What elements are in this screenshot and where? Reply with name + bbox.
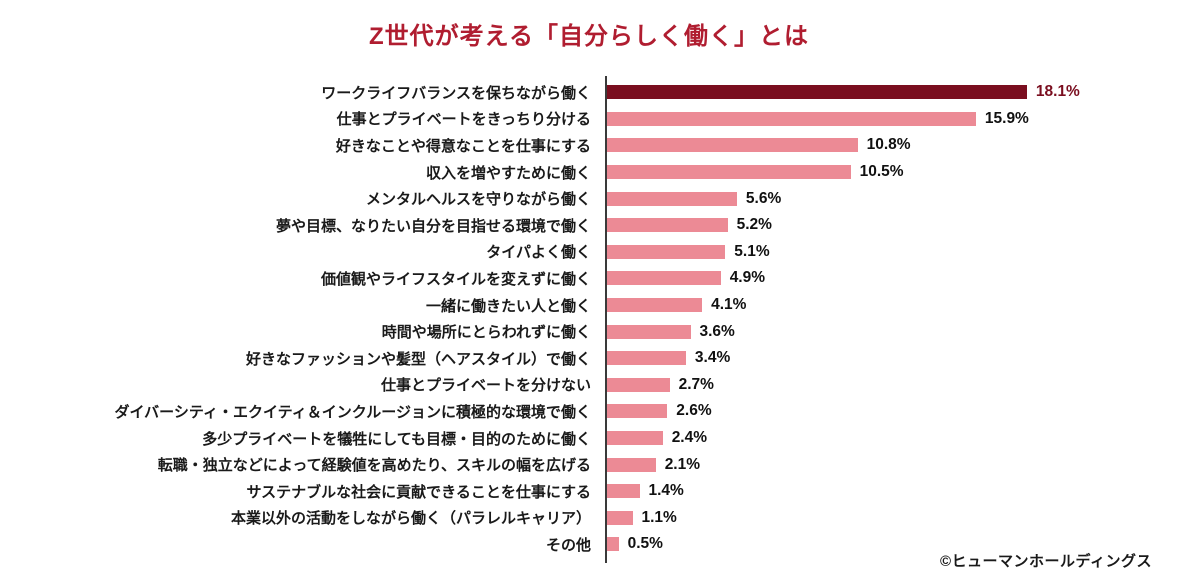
value-label: 10.5% [859, 163, 904, 181]
chart-title: Z世代が考える「自分らしく働く」とは [369, 23, 809, 50]
value-label: 1.4% [648, 482, 684, 500]
category-label: 転職・独立などによって経験値を高めたり、スキルの幅を広げる [157, 457, 591, 475]
category-label: メンタルヘルスを守りながら働く [365, 191, 591, 209]
category-label: 好きなファッションや髪型（ヘアスタイル）で働く [245, 350, 591, 368]
bar-row: 収入を増やすために働く 10.5% [0, 159, 1178, 186]
bar-track: 3.6% [605, 318, 1178, 345]
bar-track: 5.2% [605, 212, 1178, 239]
value-label: 2.4% [671, 429, 708, 447]
bar-row: 好きなことや得意なことを仕事にする 10.8% [0, 132, 1178, 159]
bar-track: 2.4% [605, 425, 1178, 452]
value-label: 3.6% [699, 322, 735, 340]
bar [607, 111, 976, 126]
category-label: 夢や目標、なりたい自分を目指せる環境で働く [275, 217, 591, 235]
category-label: 時間や場所にとらわれずに働く [381, 324, 591, 342]
bar-row: サステナブルな社会に貢献できることを仕事にする 1.4% [0, 478, 1178, 505]
bar-track: 1.1% [605, 505, 1178, 532]
bar-row: タイパよく働く 5.1% [0, 239, 1178, 266]
bar-track: 2.7% [605, 372, 1178, 399]
value-label: 5.2% [736, 216, 772, 234]
bar [607, 271, 721, 286]
bar-row: 仕事とプライベートをきっちり分ける 15.9% [0, 106, 1178, 133]
bar [607, 431, 663, 446]
bar-row: 一緒に働きたい人と働く 4.1% [0, 292, 1178, 319]
bar-track: 10.8% [605, 132, 1178, 159]
bar [607, 404, 668, 419]
bar-track: 15.9% [605, 106, 1178, 133]
bar-row: メンタルヘルスを守りながら働く 5.6% [0, 185, 1178, 212]
bar-chart: ワークライフバランスを保ちながら働く 18.1% 仕事とプライベートをきっちり分ける… [0, 76, 1178, 563]
bar-track: 2.6% [605, 398, 1178, 425]
bar-row: 時間や場所にとらわれずに働く 3.6% [0, 318, 1178, 345]
category-label: ワークライフバランスを保ちながら働く [321, 84, 591, 102]
bar [607, 165, 851, 180]
category-label: 一緒に働きたい人と働く [425, 297, 591, 315]
bar [607, 138, 858, 153]
bar-row: その他 0.5% [0, 531, 1178, 558]
bar-track: 2.1% [605, 451, 1178, 478]
value-label: 1.1% [641, 508, 677, 526]
bar [607, 484, 640, 499]
value-label: 15.9% [984, 109, 1029, 127]
chart-rows: ワークライフバランスを保ちながら働く 18.1% 仕事とプライベートをきっちり分ける… [0, 79, 1178, 558]
bar-row: 夢や目標、なりたい自分を目指せる環境で働く 5.2% [0, 212, 1178, 239]
value-label: 3.4% [694, 349, 731, 367]
bar-row: 本業以外の活動をしながら働く（パラレルキャリア） 1.1% [0, 505, 1178, 532]
bar-track: 1.4% [605, 478, 1178, 505]
bar-row: 好きなファッションや髪型（ヘアスタイル）で働く 3.4% [0, 345, 1178, 372]
bar [607, 537, 619, 552]
bar-track: 4.1% [605, 292, 1178, 319]
bar-track: 18.1% [605, 79, 1178, 106]
axis-line [605, 76, 607, 563]
value-label: 18.1% [1035, 83, 1080, 101]
bar [607, 85, 1027, 100]
bar [607, 510, 633, 525]
bar-track: 4.9% [605, 265, 1178, 292]
category-label: 好きなことや得意なことを仕事にする [335, 137, 591, 155]
category-label: 仕事とプライベートを分けない [380, 377, 591, 395]
bar [607, 298, 703, 313]
category-label: 本業以外の活動をしながら働く（パラレルキャリア） [230, 510, 591, 528]
bar-row: 仕事とプライベートを分けない 2.7% [0, 372, 1178, 399]
value-label: 2.1% [664, 455, 701, 473]
bar-row: 転職・独立などによって経験値を高めたり、スキルの幅を広げる 2.1% [0, 451, 1178, 478]
category-label: 収入を増やすために働く [425, 164, 591, 182]
category-label: タイパよく働く [486, 244, 591, 262]
value-label: 10.8% [866, 136, 911, 154]
bar [607, 351, 686, 366]
category-label: 多少プライベートを犠牲にしても目標・目的のために働く [202, 430, 591, 448]
bar-row: 価値観やライフスタイルを変えずに働く 4.9% [0, 265, 1178, 292]
value-label: 5.1% [734, 242, 770, 260]
bar [607, 218, 728, 233]
copyright-label: ©ヒューマンホールディングス [939, 553, 1152, 570]
category-label: ダイバーシティ・エクイティ＆インクルージョンに積極的な環境で働く [114, 403, 591, 421]
bar-row: 多少プライベートを犠牲にしても目標・目的のために働く 2.4% [0, 425, 1178, 452]
bar [607, 244, 726, 259]
bar [607, 377, 670, 392]
value-label: 2.7% [678, 375, 714, 393]
bar [607, 324, 691, 339]
value-label: 4.9% [729, 269, 766, 287]
bar-row: ワークライフバランスを保ちながら働く 18.1% [0, 79, 1178, 106]
bar-track: 5.6% [605, 185, 1178, 212]
category-label: 仕事とプライベートをきっちり分ける [336, 111, 591, 129]
bar-track: 10.5% [605, 159, 1178, 186]
value-label: 2.6% [676, 402, 712, 420]
category-label: その他 [545, 536, 591, 554]
bar [607, 457, 656, 472]
value-label: 5.6% [745, 189, 782, 207]
value-label: 0.5% [627, 535, 663, 553]
bar-track: 3.4% [605, 345, 1178, 372]
value-label: 4.1% [711, 296, 747, 314]
bar-track: 0.5% [605, 531, 1178, 558]
category-label: サステナブルな社会に貢献できることを仕事にする [246, 483, 591, 501]
bar-track: 5.1% [605, 239, 1178, 266]
category-label: 価値観やライフスタイルを変えずに働く [320, 270, 591, 288]
bar [607, 191, 737, 206]
bar-row: ダイバーシティ・エクイティ＆インクルージョンに積極的な環境で働く 2.6% [0, 398, 1178, 425]
